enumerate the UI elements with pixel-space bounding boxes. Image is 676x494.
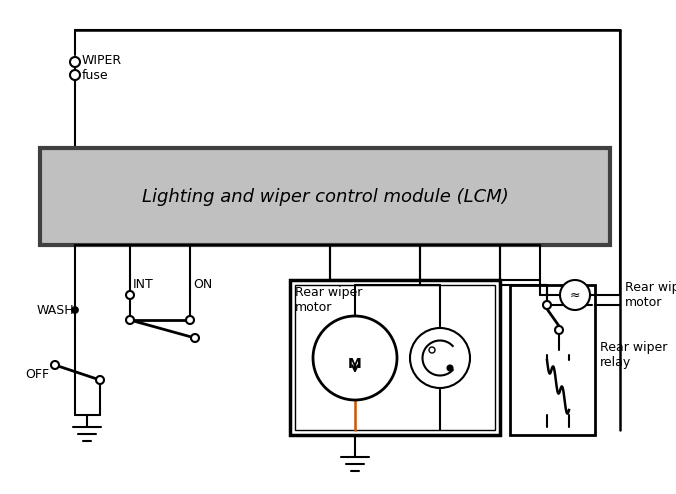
Circle shape (555, 326, 563, 334)
Circle shape (429, 347, 435, 353)
Circle shape (96, 376, 104, 384)
Text: ≈: ≈ (570, 288, 580, 301)
Circle shape (126, 316, 134, 324)
Circle shape (560, 280, 590, 310)
Circle shape (126, 291, 134, 299)
Text: Lighting and wiper control module (LCM): Lighting and wiper control module (LCM) (142, 188, 508, 206)
Circle shape (313, 316, 397, 400)
Circle shape (186, 316, 194, 324)
Circle shape (543, 301, 551, 309)
Circle shape (410, 328, 470, 388)
Circle shape (191, 334, 199, 342)
Text: Rear wiper
motor: Rear wiper motor (625, 281, 676, 309)
Text: ON: ON (193, 279, 212, 291)
Circle shape (72, 306, 78, 314)
Text: M: M (348, 357, 362, 371)
Bar (295, 285, 495, 430)
Circle shape (447, 365, 453, 371)
Text: WIPER
fuse: WIPER fuse (82, 54, 122, 82)
Text: Rear wiper
relay: Rear wiper relay (600, 341, 667, 369)
Text: WASH: WASH (37, 303, 74, 317)
Bar (290, 280, 500, 435)
Bar (40, 148, 610, 245)
Circle shape (51, 361, 59, 369)
Text: Rear wiper
motor: Rear wiper motor (295, 286, 362, 314)
Circle shape (70, 70, 80, 80)
Bar (510, 285, 595, 435)
Text: OFF: OFF (25, 369, 49, 381)
Text: INT: INT (133, 279, 153, 291)
Circle shape (70, 57, 80, 67)
